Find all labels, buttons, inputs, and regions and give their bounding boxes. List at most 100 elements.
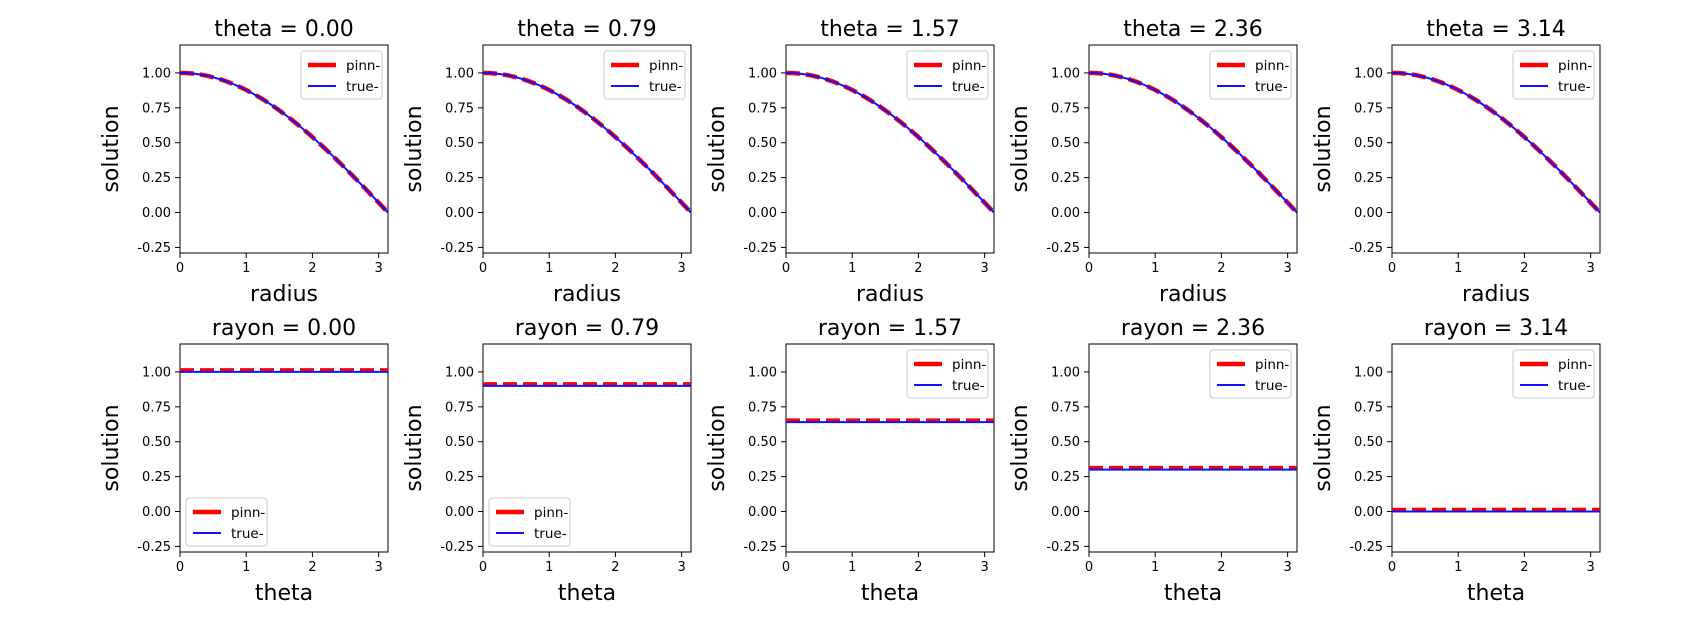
legend: pinn-true- — [1512, 50, 1595, 100]
x-tick-label: 3 — [374, 560, 382, 575]
subplot-5: theta = 3.14 0 1 2 3 -0.25 0.00 0.25 0.50 0.75 1.0… — [1311, 17, 1601, 307]
x-tick-label: 1 — [848, 560, 856, 575]
subplot-title: rayon = 3.14 — [1424, 316, 1568, 341]
y-tick-label: 0.75 — [445, 101, 474, 116]
legend-label-pinn: pinn- — [1558, 357, 1592, 373]
y-tick-label: 0.25 — [142, 470, 171, 485]
y-tick-label: 0.00 — [1354, 206, 1383, 221]
legend-label-pinn: pinn- — [231, 505, 265, 521]
x-tick-label: 2 — [308, 560, 316, 575]
y-tick-label: 0.75 — [1354, 101, 1383, 116]
subplot-6: rayon = 0.00 0 1 2 3 -0.25 0.00 0.25 0.50 0.75 1.0… — [99, 316, 389, 606]
y-tick-label: 0.50 — [748, 435, 777, 450]
legend: pinn-true- — [300, 50, 383, 100]
legend-label-pinn: pinn- — [952, 58, 986, 74]
subplot-8: rayon = 1.57 0 1 2 3 -0.25 0.00 0.25 0.50 0.75 1.0… — [705, 316, 995, 606]
y-tick-label: 0.50 — [142, 136, 171, 151]
x-axis-label: radius — [553, 282, 621, 307]
y-tick-label: 0.00 — [445, 505, 474, 520]
series-group — [1392, 507, 1600, 513]
y-tick-label: -0.25 — [137, 241, 171, 256]
series-line-true — [786, 71, 994, 214]
x-tick-label: 3 — [1586, 261, 1594, 276]
series-line-true — [180, 71, 388, 214]
y-tick-label: 0.25 — [1354, 171, 1383, 186]
y-tick-label: -0.25 — [1046, 540, 1080, 555]
y-tick-label: 1.00 — [748, 365, 777, 380]
subplot-title: rayon = 2.36 — [1121, 316, 1265, 341]
y-tick-label: 0.75 — [142, 101, 171, 116]
y-tick-label: 0.75 — [1051, 400, 1080, 415]
subplot-title: theta = 0.00 — [214, 17, 354, 42]
x-axis-label: theta — [861, 581, 919, 606]
y-tick-label: 0.50 — [1354, 435, 1383, 450]
y-axis-label: solution — [402, 404, 427, 491]
x-tick-label: 1 — [545, 261, 553, 276]
y-tick-label: -0.25 — [743, 241, 777, 256]
y-tick-label: 0.75 — [1354, 400, 1383, 415]
x-tick-label: 3 — [677, 560, 685, 575]
x-tick-label: 3 — [1283, 560, 1291, 575]
series-group — [786, 70, 994, 215]
x-tick-label: 1 — [848, 261, 856, 276]
legend: pinn-true- — [906, 349, 989, 399]
legend-label-true: true- — [346, 79, 379, 95]
y-tick-label: 1.00 — [142, 365, 171, 380]
y-tick-label: 0.25 — [1051, 470, 1080, 485]
y-axis-label: solution — [1311, 105, 1336, 192]
y-tick-label: 0.50 — [1354, 136, 1383, 151]
legend-label-pinn: pinn- — [534, 505, 568, 521]
y-tick-label: 1.00 — [1051, 66, 1080, 81]
x-tick-label: 1 — [1151, 261, 1159, 276]
y-tick-label: 0.75 — [142, 400, 171, 415]
y-tick-label: 0.00 — [1051, 505, 1080, 520]
x-tick-label: 2 — [1520, 261, 1528, 276]
y-tick-label: 0.00 — [1354, 505, 1383, 520]
x-tick-label: 2 — [1520, 560, 1528, 575]
y-tick-label: 1.00 — [748, 66, 777, 81]
legend: pinn-true- — [185, 497, 268, 547]
x-tick-label: 0 — [176, 261, 184, 276]
x-tick-label: 0 — [1388, 560, 1396, 575]
legend: pinn-true- — [488, 497, 571, 547]
x-axis-label: radius — [1159, 282, 1227, 307]
legend-label-true: true- — [1558, 378, 1591, 394]
subplot-1: theta = 0.00 0 1 2 3 -0.25 0.00 0.25 0.50 0.75 1.0… — [99, 17, 389, 307]
legend-label-pinn: pinn- — [1558, 58, 1592, 74]
y-tick-label: -0.25 — [1046, 241, 1080, 256]
x-tick-label: 2 — [308, 261, 316, 276]
x-tick-label: 0 — [782, 560, 790, 575]
legend-label-true: true- — [1255, 378, 1288, 394]
x-axis-label: theta — [1164, 581, 1222, 606]
series-line-true — [1089, 71, 1297, 214]
y-axis-label: solution — [99, 404, 124, 491]
x-tick-label: 3 — [980, 560, 988, 575]
y-tick-label: 0.25 — [1354, 470, 1383, 485]
x-tick-label: 0 — [1085, 560, 1093, 575]
x-axis-label: radius — [250, 282, 318, 307]
x-tick-label: 0 — [479, 261, 487, 276]
x-tick-label: 0 — [176, 560, 184, 575]
subplot-4: theta = 2.36 0 1 2 3 -0.25 0.00 0.25 0.50 0.75 1.0… — [1008, 17, 1298, 307]
legend-label-pinn: pinn- — [1255, 58, 1289, 74]
x-tick-label: 1 — [1151, 560, 1159, 575]
x-axis-label: radius — [1462, 282, 1530, 307]
subplot-9: rayon = 2.36 0 1 2 3 -0.25 0.00 0.25 0.50 0.75 1.0… — [1008, 316, 1298, 606]
y-tick-label: 0.50 — [445, 136, 474, 151]
series-group — [1392, 70, 1600, 215]
subplot-2: theta = 0.79 0 1 2 3 -0.25 0.00 0.25 0.50 0.75 1.0… — [402, 17, 692, 307]
subplot-title: theta = 3.14 — [1426, 17, 1566, 42]
series-group — [786, 418, 994, 424]
y-axis-label: solution — [1008, 105, 1033, 192]
x-tick-label: 1 — [242, 560, 250, 575]
x-axis-label: radius — [856, 282, 924, 307]
legend-label-pinn: pinn- — [649, 58, 683, 74]
y-tick-label: -0.25 — [743, 540, 777, 555]
legend-label-pinn: pinn- — [1255, 357, 1289, 373]
y-tick-label: 0.00 — [142, 505, 171, 520]
x-tick-label: 2 — [611, 261, 619, 276]
y-tick-label: 0.75 — [748, 400, 777, 415]
x-tick-label: 3 — [980, 261, 988, 276]
x-axis-label: theta — [558, 581, 616, 606]
series-group — [483, 70, 691, 215]
